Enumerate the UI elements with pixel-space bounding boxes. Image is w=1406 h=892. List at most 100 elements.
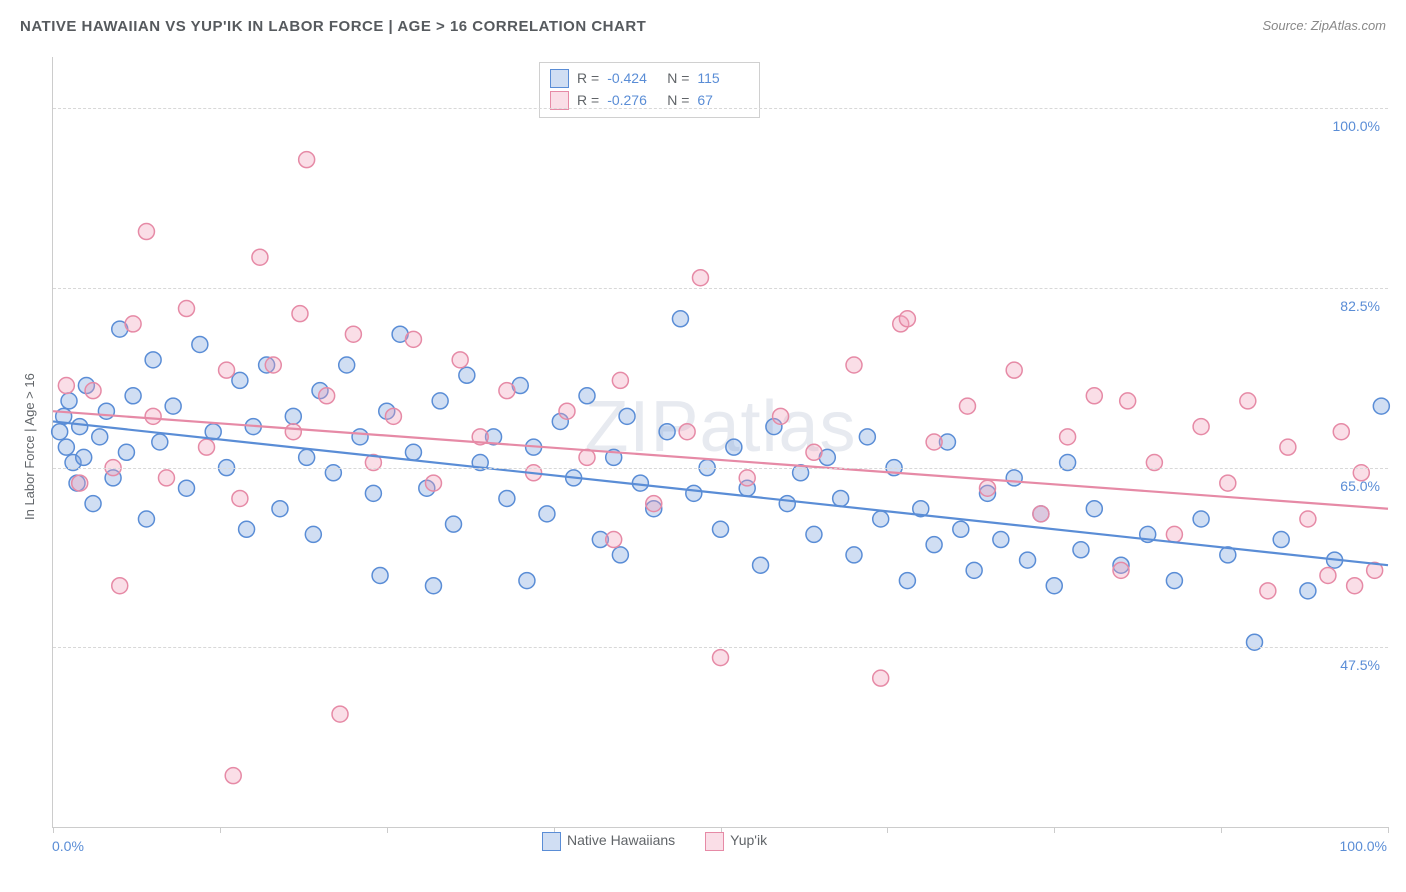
scatter-point-series-0: [152, 434, 168, 450]
n-value: 115: [697, 67, 749, 89]
scatter-point-series-0: [145, 352, 161, 368]
grid-line-h: [53, 468, 1388, 469]
scatter-point-series-0: [98, 403, 114, 419]
scatter-point-series-1: [199, 439, 215, 455]
scatter-point-series-0: [833, 490, 849, 506]
scatter-point-series-0: [1086, 501, 1102, 517]
scatter-point-series-0: [753, 557, 769, 573]
scatter-point-series-1: [145, 408, 161, 424]
scatter-point-series-0: [58, 439, 74, 455]
scatter-point-series-1: [385, 408, 401, 424]
scatter-point-series-0: [539, 506, 555, 522]
scatter-point-series-1: [873, 670, 889, 686]
scatter-point-series-1: [1060, 429, 1076, 445]
scatter-point-series-1: [1280, 439, 1296, 455]
scatter-point-series-0: [672, 311, 688, 327]
scatter-point-series-1: [1193, 419, 1209, 435]
scatter-point-series-1: [579, 449, 595, 465]
scatter-point-series-1: [773, 408, 789, 424]
scatter-point-series-1: [405, 331, 421, 347]
scatter-point-series-0: [125, 388, 141, 404]
x-axis-start-label: 0.0%: [52, 838, 84, 854]
scatter-point-series-0: [459, 367, 475, 383]
scatter-point-series-0: [239, 521, 255, 537]
scatter-point-series-1: [1300, 511, 1316, 527]
scatter-point-series-0: [352, 429, 368, 445]
scatter-point-series-1: [1347, 578, 1363, 594]
y-tick-label: 100.0%: [1333, 118, 1380, 134]
stats-legend-box: R = -0.424 N = 115 R = -0.276 N = 67: [539, 62, 760, 118]
scatter-point-series-0: [619, 408, 635, 424]
legend-item-0: Native Hawaiians: [542, 832, 675, 851]
scatter-point-series-1: [559, 403, 575, 419]
x-tick: [1388, 827, 1389, 833]
scatter-point-series-0: [446, 516, 462, 532]
scatter-point-series-0: [806, 526, 822, 542]
y-tick-label: 65.0%: [1340, 478, 1380, 494]
scatter-point-series-0: [232, 372, 248, 388]
scatter-point-series-0: [118, 444, 134, 460]
x-tick: [887, 827, 888, 833]
chart-plot-area: ZIPatlas R = -0.424 N = 115 R = -0.276 N…: [52, 57, 1388, 828]
scatter-point-series-1: [926, 434, 942, 450]
scatter-point-series-0: [405, 444, 421, 460]
y-tick-label: 47.5%: [1340, 657, 1380, 673]
scatter-point-series-0: [432, 393, 448, 409]
scatter-point-series-0: [285, 408, 301, 424]
scatter-point-series-1: [606, 532, 622, 548]
scatter-point-series-0: [686, 485, 702, 501]
scatter-point-series-1: [225, 768, 241, 784]
scatter-point-series-1: [125, 316, 141, 332]
scatter-point-series-1: [679, 424, 695, 440]
grid-line-h: [53, 108, 1388, 109]
scatter-point-series-0: [659, 424, 675, 440]
scatter-point-series-1: [332, 706, 348, 722]
scatter-point-series-0: [1073, 542, 1089, 558]
scatter-point-series-1: [1320, 567, 1336, 583]
scatter-point-series-1: [58, 378, 74, 394]
scatter-point-series-0: [372, 567, 388, 583]
scatter-point-series-0: [138, 511, 154, 527]
scatter-point-series-0: [1006, 470, 1022, 486]
r-label: R =: [577, 67, 599, 89]
scatter-point-series-1: [1120, 393, 1136, 409]
scatter-point-series-0: [192, 336, 208, 352]
scatter-point-series-0: [1373, 398, 1389, 414]
legend-item-1: Yup'ik: [705, 832, 767, 851]
scatter-point-series-1: [425, 475, 441, 491]
scatter-point-series-0: [339, 357, 355, 373]
scatter-point-series-1: [219, 362, 235, 378]
scatter-point-series-1: [1260, 583, 1276, 599]
legend-swatch-0: [542, 832, 561, 851]
scatter-point-series-0: [1046, 578, 1062, 594]
x-axis-end-label: 100.0%: [1340, 838, 1387, 854]
scatter-point-series-1: [1333, 424, 1349, 440]
scatter-point-series-1: [112, 578, 128, 594]
scatter-point-series-1: [85, 383, 101, 399]
scatter-point-series-0: [519, 573, 535, 589]
scatter-point-series-1: [980, 480, 996, 496]
scatter-point-series-1: [646, 496, 662, 512]
n-label: N =: [667, 67, 689, 89]
scatter-point-series-0: [365, 485, 381, 501]
grid-line-h: [53, 647, 1388, 648]
scatter-point-series-1: [138, 224, 154, 240]
scatter-point-series-1: [1113, 562, 1129, 578]
scatter-point-series-1: [1240, 393, 1256, 409]
swatch-series-0: [550, 69, 569, 88]
scatter-point-series-0: [499, 490, 515, 506]
scatter-point-series-1: [1220, 475, 1236, 491]
x-tick: [220, 827, 221, 833]
scatter-point-series-0: [953, 521, 969, 537]
scatter-point-series-0: [612, 547, 628, 563]
scatter-point-series-1: [299, 152, 315, 168]
scatter-point-series-0: [726, 439, 742, 455]
r-value: -0.424: [607, 67, 659, 89]
scatter-point-series-0: [272, 501, 288, 517]
scatter-point-series-1: [292, 306, 308, 322]
scatter-point-series-1: [499, 383, 515, 399]
scatter-point-series-1: [319, 388, 335, 404]
scatter-point-series-0: [1300, 583, 1316, 599]
scatter-point-series-0: [859, 429, 875, 445]
scatter-point-series-1: [899, 311, 915, 327]
